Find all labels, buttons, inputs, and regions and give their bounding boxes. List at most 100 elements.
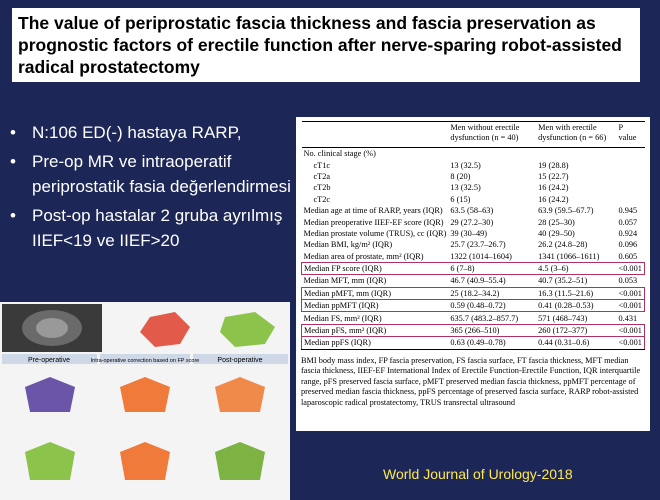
table-cell: Median FS, mm² (IQR) bbox=[303, 313, 382, 323]
table-cell: 6 (7–8) bbox=[448, 261, 537, 276]
table-cell: Median pMFT, mm (IQR) bbox=[301, 286, 449, 301]
table-cell: 16 (24.2) bbox=[538, 183, 569, 193]
table-cell: 0.44 (0.31–0.6) bbox=[536, 336, 617, 350]
panel-label: Intra-operative correction based on FP s… bbox=[91, 358, 200, 364]
table-row: Median prostate volume (TRUS), cc (IQR) 3… bbox=[302, 228, 645, 239]
table-row: Median pFS, mm² (IQR) 365 (266–510) 260 (1… bbox=[301, 323, 645, 338]
panel-header bbox=[100, 354, 190, 364]
table-cell: 0.053 bbox=[618, 276, 638, 286]
results-table: Men without erectile dysfunction (n = 40… bbox=[301, 121, 645, 350]
table-cell: 19 (28.8) bbox=[538, 160, 569, 170]
mri-core bbox=[36, 318, 68, 338]
table-cell bbox=[448, 148, 536, 160]
radar-pre-thickness bbox=[25, 377, 75, 412]
table-cell: Median area of prostate, mm² (IQR) bbox=[303, 251, 424, 261]
table-cell: 4.5 (3–6) bbox=[536, 261, 617, 276]
table-cell: 46.7 (40.9–55.4) bbox=[450, 276, 506, 286]
table-cell: 25.7 (23.7–26.7) bbox=[450, 240, 506, 250]
table-row: cT2a 8 (20) 15 (22.7) bbox=[302, 171, 645, 182]
panel-header bbox=[2, 354, 97, 364]
table-cell: 15 (22.7) bbox=[538, 171, 569, 181]
table-cell: 0.59 (0.48–0.72) bbox=[448, 299, 537, 313]
bullet-list: N:106 ED(-) hastaya RARP, Pre-op MR ve in… bbox=[8, 120, 293, 257]
table-cell: 635.7 (483.2–857.7) bbox=[450, 313, 519, 323]
table-cell: 0.41 (0.28–0.53) bbox=[536, 299, 617, 313]
table-cell: 0.945 bbox=[618, 206, 638, 216]
panel-label: Post-operative bbox=[217, 357, 262, 364]
table-row: Median ppFS (IQR) 0.63 (0.49–0.78) 0.44 (0… bbox=[301, 336, 645, 350]
table-row: Median MFT, mm (IQR) 46.7 (40.9–55.4) 40.7… bbox=[302, 275, 645, 287]
header-cell: Men without erectile dysfunction (n = 40… bbox=[448, 121, 537, 148]
radar-post-surface bbox=[215, 442, 265, 480]
table-row: Median preoperative IIEF-EF score (IQR) 2… bbox=[302, 216, 645, 227]
table-cell: Median BMI, kg/m² (IQR) bbox=[303, 240, 393, 250]
panel-label: Pre-operative bbox=[28, 357, 70, 364]
table-cell: 0.924 bbox=[618, 228, 638, 238]
table-cell bbox=[617, 171, 645, 182]
header-cell: Men with erectile dysfunction (n = 66) bbox=[536, 121, 617, 148]
table-cell: 6 (15) bbox=[450, 194, 471, 204]
table-cell: Median FP score (IQR) bbox=[301, 261, 449, 276]
table-cell: Median preoperative IIEF-EF score (IQR) bbox=[303, 217, 444, 227]
table-cell bbox=[536, 148, 616, 160]
figure: Pre-operative Intra-operative correction… bbox=[0, 302, 290, 500]
table-row: No. clinical stage (%) bbox=[302, 148, 645, 160]
table-cell: cT2b bbox=[313, 183, 331, 193]
table-cell: <0.001 bbox=[616, 261, 645, 276]
table-cell: 40 (29–50) bbox=[538, 228, 575, 238]
table-panel: Men without erectile dysfunction (n = 40… bbox=[296, 117, 650, 431]
bullet: N:106 ED(-) hastaya RARP, bbox=[8, 120, 293, 145]
table-cell: 8 (20) bbox=[450, 171, 471, 181]
radar-fp-score bbox=[120, 377, 170, 412]
header-row: Men without erectile dysfunction (n = 40… bbox=[301, 121, 645, 148]
table-cell: 0.431 bbox=[618, 313, 638, 323]
radar-post-thickness bbox=[215, 377, 265, 412]
table-row: cT2b 13 (32.5) 16 (24.2) bbox=[302, 182, 645, 193]
table-cell: Median MFT, mm (IQR) bbox=[303, 276, 387, 286]
table-cell: 63.5 (58–63) bbox=[450, 206, 494, 216]
table-cell: 571 (468–743) bbox=[538, 313, 588, 323]
panel-header bbox=[193, 354, 288, 364]
bullet: Post-op hastalar 2 gruba ayrılmış IIEF<1… bbox=[8, 203, 293, 253]
table-cell: 365 (266–510) bbox=[448, 323, 537, 338]
table-cell: Median prostate volume (TRUS), cc (IQR) bbox=[303, 228, 447, 238]
table-cell: cT2c bbox=[313, 194, 331, 204]
table-cell: 13 (32.5) bbox=[450, 160, 481, 170]
table-row: Median FS, mm² (IQR) 635.7 (483.2–857.7) 5… bbox=[302, 312, 645, 324]
table-cell: Median ppMFT (IQR) bbox=[301, 299, 449, 313]
table-cell: 16.3 (11.5–21.6) bbox=[536, 286, 617, 301]
table-cell: <0.001 bbox=[616, 336, 645, 350]
source-citation: World Journal of Urology-2018 bbox=[383, 466, 573, 482]
table-cell: <0.001 bbox=[616, 323, 645, 338]
table-row: Median BMI, kg/m² (IQR) 25.7 (23.7–26.7) 2… bbox=[302, 239, 645, 250]
table-cell: 260 (172–377) bbox=[536, 323, 617, 338]
table-row: Median FP score (IQR) 6 (7–8) 4.5 (3–6) <0.… bbox=[301, 261, 645, 276]
radar-surface bbox=[220, 312, 275, 347]
table-cell: Median ppFS (IQR) bbox=[301, 336, 449, 350]
table-cell: 13 (32.5) bbox=[450, 183, 481, 193]
table-cell: 25 (18.2–34.2) bbox=[448, 286, 537, 301]
table-cell: Median pFS, mm² (IQR) bbox=[301, 323, 449, 338]
table-cell: cT2a bbox=[313, 171, 331, 181]
table-cell: 63.9 (59.5–67.7) bbox=[538, 206, 594, 216]
table-row: Median area of prostate, mm² (IQR) 1322 (… bbox=[302, 251, 645, 263]
table-cell: 40.7 (35.2–51) bbox=[538, 276, 588, 286]
table-cell: <0.001 bbox=[616, 299, 645, 313]
table-cell: 26.2 (24.8–28) bbox=[538, 240, 588, 250]
table-cell: 1322 (1014–1604) bbox=[450, 251, 512, 261]
header-cell: P value bbox=[616, 121, 645, 148]
table-row: cT1c 13 (32.5) 19 (28.8) bbox=[302, 159, 645, 170]
table-cell: 0.057 bbox=[618, 217, 638, 227]
table-cell bbox=[617, 159, 645, 170]
radar-pre-surface bbox=[25, 442, 75, 480]
table-cell: Median age at time of RARP, years (IQR) bbox=[303, 206, 443, 216]
table-cell: 0.096 bbox=[618, 240, 638, 250]
table-footnote: BMI body mass index, FP fascia preservat… bbox=[301, 355, 641, 407]
table-row: Median pMFT, mm (IQR) 25 (18.2–34.2) 16.3 … bbox=[301, 286, 645, 301]
table-row: Median ppMFT (IQR) 0.59 (0.48–0.72) 0.41 (… bbox=[301, 299, 645, 313]
table-cell bbox=[617, 148, 645, 160]
table-cell: 0.605 bbox=[618, 251, 638, 261]
radar-fp-surface bbox=[120, 442, 170, 480]
table-cell: cT1c bbox=[313, 160, 331, 170]
